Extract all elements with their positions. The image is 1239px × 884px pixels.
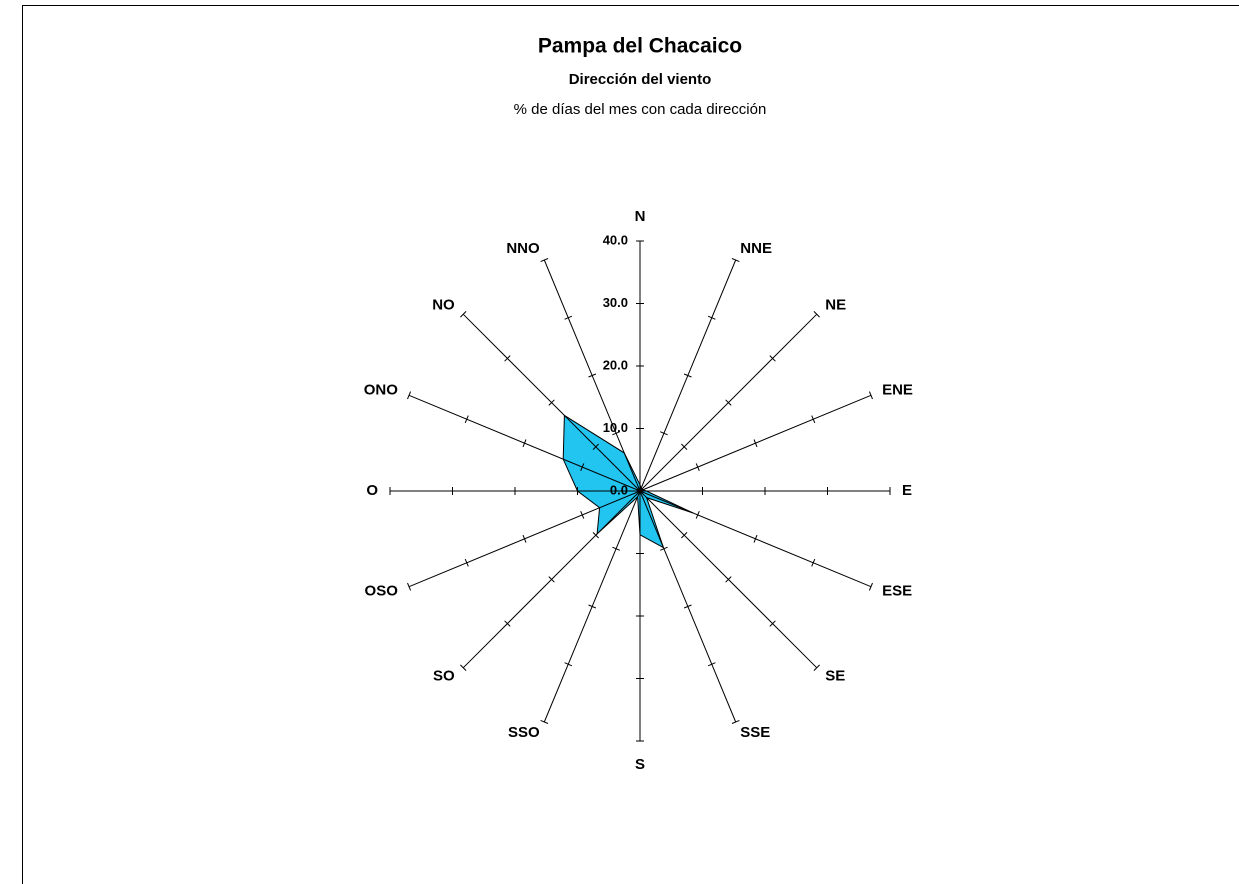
tick-mark (464, 415, 469, 424)
tick-mark (681, 532, 688, 539)
tick-mark (813, 311, 820, 318)
chart-title: Pampa del Chacaico (538, 35, 742, 58)
category-label: NE (825, 297, 846, 314)
tick-mark (683, 604, 692, 609)
tick-mark (731, 719, 740, 724)
tick-mark (811, 558, 816, 567)
tick-mark (564, 315, 573, 320)
tick-mark (540, 719, 549, 724)
tick-mark (813, 664, 820, 671)
tick-mark (683, 373, 692, 378)
category-label: E (902, 482, 912, 499)
tick-mark (592, 443, 599, 450)
tick-mark (504, 620, 511, 627)
tick-mark (707, 662, 716, 667)
tick-mark (460, 311, 467, 318)
category-label: OSO (365, 582, 399, 599)
r-tick-label: 40.0 (603, 232, 628, 247)
tick-mark (612, 546, 620, 551)
r-tick-label: 10.0 (603, 420, 628, 435)
category-label: SSE (740, 724, 770, 741)
tick-mark (695, 463, 700, 471)
tick-mark (707, 315, 716, 320)
category-label: NO (432, 297, 455, 314)
tick-mark (460, 664, 467, 671)
tick-mark (580, 463, 585, 471)
tick-mark (522, 439, 527, 448)
tick-mark (522, 534, 527, 543)
tick-mark (504, 355, 511, 362)
tick-mark (725, 399, 732, 406)
chart-caption: % de días del mes con cada dirección (514, 101, 767, 118)
tick-mark (660, 546, 668, 551)
r-tick-label: 20.0 (603, 357, 628, 372)
tick-mark (548, 399, 555, 406)
category-label: NNE (740, 240, 772, 257)
tick-mark (725, 576, 732, 583)
r-tick-label: 0.0 (610, 482, 628, 497)
tick-mark (407, 391, 412, 400)
tick-mark (540, 258, 549, 263)
r-tick-label: 30.0 (603, 295, 628, 310)
category-label: SO (433, 667, 455, 684)
tick-mark (753, 534, 758, 543)
chart-border (22, 5, 1239, 884)
category-label: O (366, 482, 378, 499)
category-label: SSO (508, 724, 540, 741)
category-label: ONO (364, 382, 399, 399)
tick-mark (592, 532, 599, 539)
tick-mark (769, 355, 776, 362)
tick-mark (695, 511, 700, 519)
tick-mark (681, 443, 688, 450)
tick-mark (769, 620, 776, 627)
tick-mark (660, 431, 668, 436)
category-label: N (635, 208, 646, 225)
tick-mark (464, 558, 469, 567)
category-label: SE (825, 667, 845, 684)
tick-mark (564, 662, 573, 667)
tick-mark (588, 604, 597, 609)
chart-subtitle: Dirección del viento (569, 71, 712, 88)
category-label: ENE (882, 382, 913, 399)
category-label: NNO (506, 240, 540, 257)
tick-mark (753, 439, 758, 448)
tick-mark (612, 431, 620, 436)
tick-mark (868, 391, 873, 400)
tick-mark (548, 576, 555, 583)
tick-mark (580, 511, 585, 519)
tick-mark (811, 415, 816, 424)
tick-mark (731, 258, 740, 263)
tick-mark (407, 582, 412, 591)
tick-mark (868, 582, 873, 591)
category-label: S (635, 756, 645, 773)
category-label: ESE (882, 582, 912, 599)
tick-mark (588, 373, 597, 378)
